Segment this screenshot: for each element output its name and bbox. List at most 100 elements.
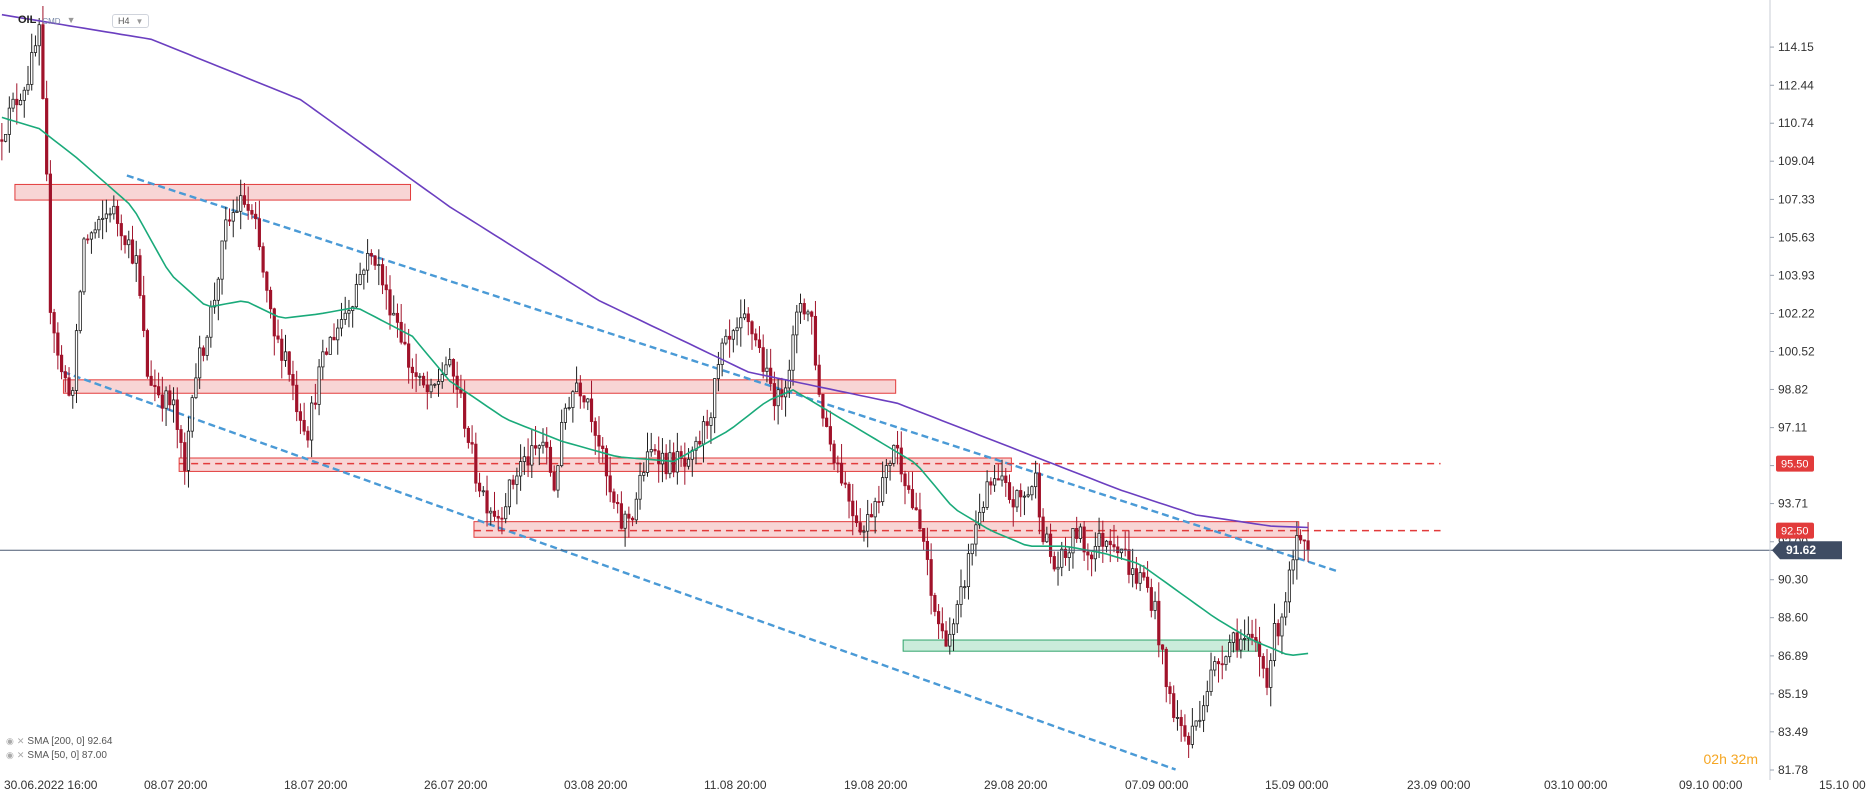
chevron-down-icon[interactable]: ▼ bbox=[135, 16, 144, 26]
candle bbox=[795, 304, 799, 354]
candle bbox=[638, 462, 642, 510]
candle bbox=[1112, 524, 1116, 553]
timeframe-selector[interactable]: H4 ▼ bbox=[112, 14, 150, 28]
indicator-legend-sma200[interactable]: ◉ ✕ SMA [200, 0] 92.64 bbox=[6, 736, 112, 747]
candle bbox=[933, 592, 937, 617]
candle bbox=[571, 390, 575, 423]
candle bbox=[798, 293, 803, 324]
candle bbox=[1287, 561, 1292, 613]
candle bbox=[451, 358, 456, 393]
candle bbox=[642, 462, 646, 482]
candle bbox=[1235, 618, 1239, 658]
eye-icon[interactable]: ◉ bbox=[6, 736, 14, 746]
close-icon[interactable]: ✕ bbox=[16, 736, 25, 746]
candle bbox=[500, 507, 504, 535]
trendline-0[interactable] bbox=[126, 174, 1337, 572]
candle bbox=[1299, 529, 1303, 544]
resistance-zone-0[interactable] bbox=[14, 183, 412, 201]
candle bbox=[989, 477, 993, 495]
trendline-1[interactable] bbox=[63, 370, 1176, 771]
candle bbox=[298, 403, 303, 435]
candle bbox=[937, 604, 941, 640]
symbol-selector[interactable]: OIL CMD ▼ bbox=[18, 14, 75, 26]
candle bbox=[825, 408, 829, 428]
x-tick-label: 11.08 20:00 bbox=[704, 778, 767, 792]
candle bbox=[48, 160, 52, 325]
candle bbox=[1175, 700, 1180, 731]
candle bbox=[627, 506, 631, 538]
resistance-zone-1[interactable] bbox=[62, 379, 897, 394]
candle bbox=[250, 204, 254, 220]
indicator-label: SMA [50, 0] 87.00 bbox=[27, 750, 107, 761]
candle bbox=[1179, 709, 1183, 742]
support-zone-4[interactable] bbox=[902, 639, 1259, 652]
candle bbox=[586, 397, 590, 411]
candle bbox=[772, 371, 776, 421]
candle bbox=[164, 386, 168, 426]
candle bbox=[145, 328, 150, 379]
candle bbox=[813, 300, 818, 371]
candle bbox=[324, 347, 329, 356]
candle bbox=[545, 427, 549, 465]
candle bbox=[26, 65, 30, 96]
candle bbox=[436, 368, 441, 397]
candle bbox=[929, 543, 933, 615]
candle bbox=[160, 376, 164, 422]
candle bbox=[168, 384, 172, 411]
candle bbox=[130, 225, 135, 265]
candle bbox=[817, 354, 821, 398]
candle bbox=[728, 319, 732, 358]
eye-icon[interactable]: ◉ bbox=[6, 750, 14, 760]
candle bbox=[306, 426, 310, 448]
candle bbox=[1280, 613, 1284, 655]
candle bbox=[1097, 517, 1101, 559]
x-tick-label: 23.09 00:00 bbox=[1407, 778, 1471, 792]
indicator-legend-sma50[interactable]: ◉ ✕ SMA [50, 0] 87.00 bbox=[6, 750, 107, 761]
candle bbox=[701, 415, 706, 463]
candle bbox=[209, 300, 213, 348]
candle bbox=[198, 335, 202, 389]
candle bbox=[115, 200, 120, 237]
candle bbox=[183, 432, 187, 485]
candle bbox=[1052, 551, 1056, 572]
candle bbox=[485, 475, 489, 527]
candle bbox=[828, 410, 832, 452]
candle bbox=[175, 387, 179, 449]
candle bbox=[709, 412, 713, 444]
candle bbox=[1205, 680, 1209, 713]
y-tick-label: 103.93 bbox=[1778, 268, 1815, 282]
candle bbox=[1086, 543, 1090, 571]
candle bbox=[332, 323, 336, 341]
candle bbox=[1194, 720, 1198, 731]
candle bbox=[1172, 685, 1176, 723]
candle bbox=[1134, 556, 1138, 590]
sma200-line[interactable] bbox=[1, 13, 1309, 529]
candle bbox=[317, 359, 321, 416]
resistance-zone-3[interactable] bbox=[473, 521, 1300, 538]
candle bbox=[948, 617, 952, 655]
candle bbox=[403, 323, 407, 346]
candle bbox=[321, 339, 325, 380]
candle bbox=[157, 372, 161, 399]
close-icon[interactable]: ✕ bbox=[16, 750, 25, 760]
candle bbox=[821, 393, 825, 427]
candle bbox=[608, 456, 612, 503]
candle bbox=[421, 372, 426, 388]
candle bbox=[597, 416, 601, 464]
current-price-tag: 91.62 bbox=[1772, 541, 1842, 560]
candle bbox=[810, 310, 814, 335]
candle bbox=[851, 483, 855, 536]
candle bbox=[45, 80, 49, 182]
x-tick-label: 15.10 00:00 bbox=[1819, 778, 1866, 792]
chevron-down-icon[interactable]: ▼ bbox=[66, 15, 76, 25]
candle bbox=[362, 268, 366, 290]
candle bbox=[888, 460, 892, 481]
candle bbox=[418, 373, 422, 386]
candle bbox=[1168, 681, 1172, 705]
candle bbox=[194, 363, 198, 400]
candle bbox=[74, 323, 79, 404]
candle bbox=[212, 282, 217, 314]
candle bbox=[444, 356, 448, 376]
candle bbox=[1209, 652, 1213, 696]
